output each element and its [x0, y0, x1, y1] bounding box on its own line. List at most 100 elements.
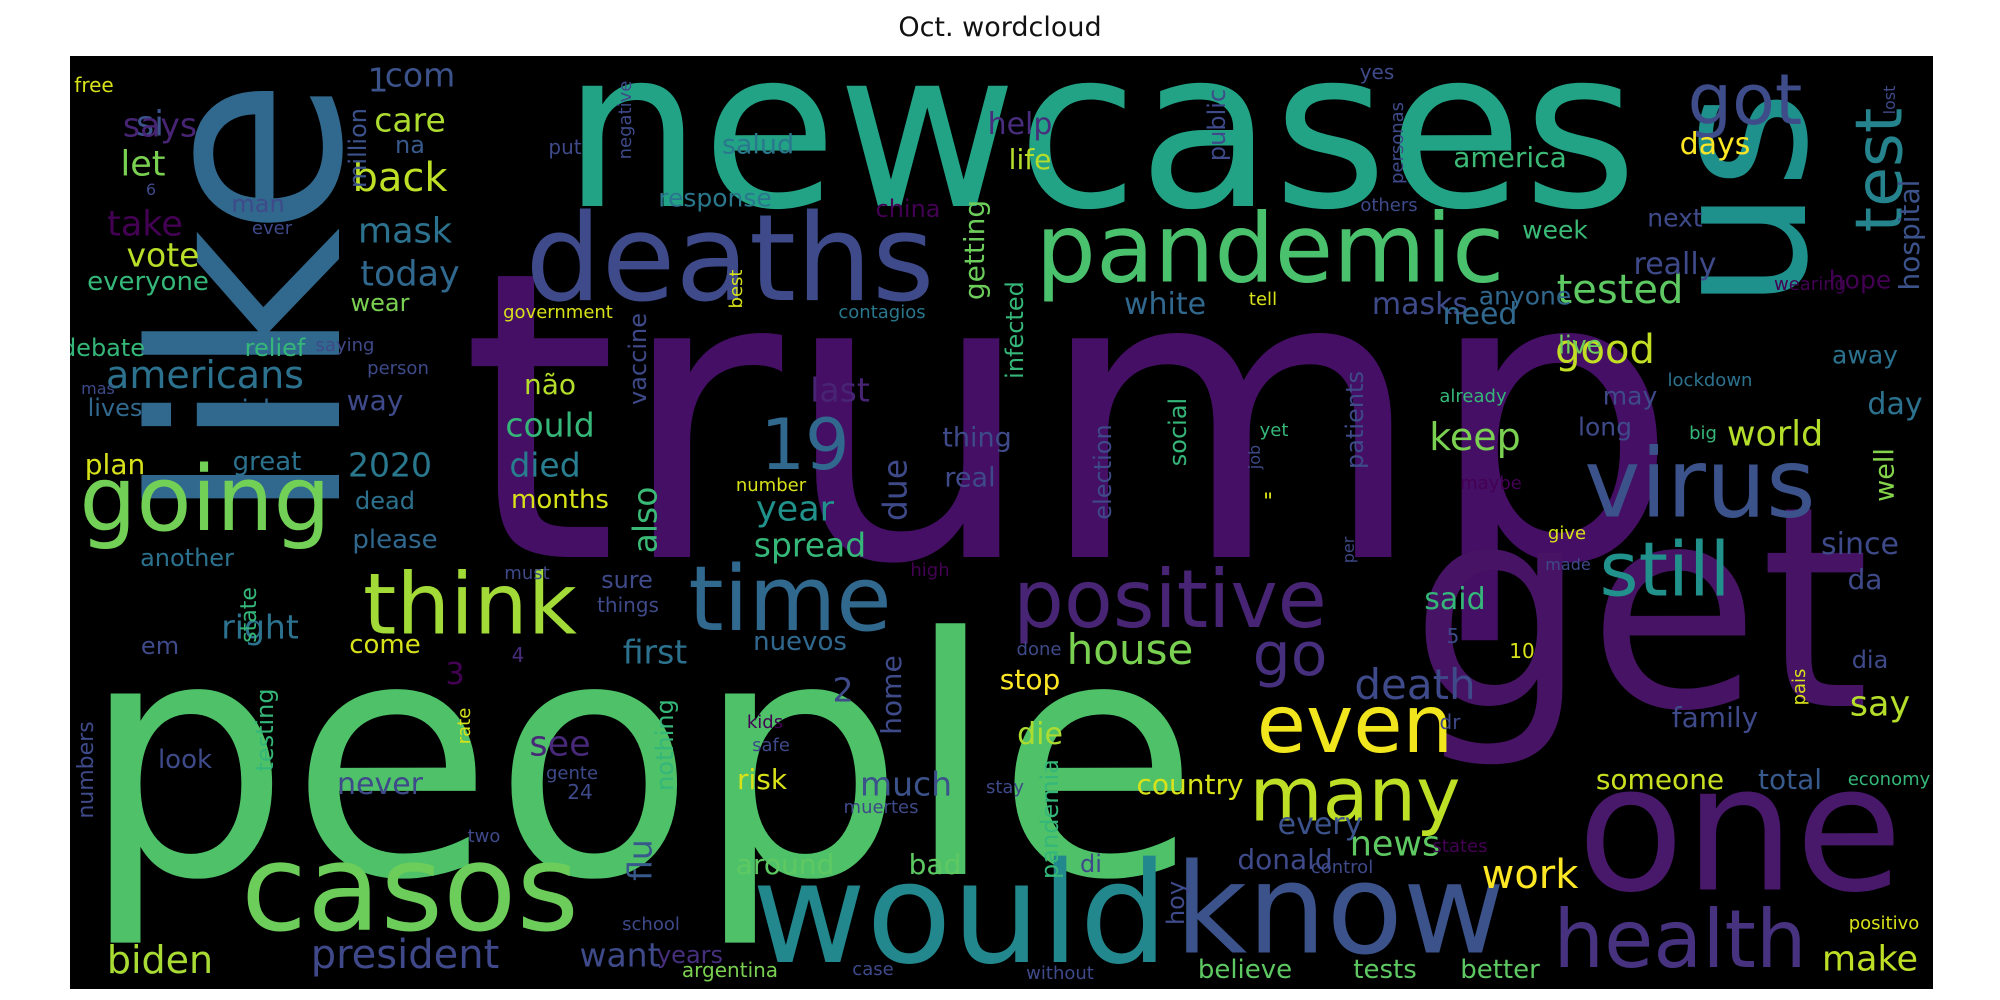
word-104: long — [1578, 412, 1632, 442]
word-28: house — [1066, 625, 1194, 674]
word-178: states — [1432, 836, 1488, 857]
word-14: going — [79, 447, 331, 552]
word-81: response — [658, 183, 772, 213]
word-21: many — [1249, 750, 1461, 839]
word-135: nothing — [651, 699, 679, 791]
word-140: 10 — [1509, 639, 1535, 663]
wordcloud-canvas: trump people newcases like get us one would deat… — [70, 56, 1933, 989]
word-93: family — [1671, 701, 1759, 734]
word-116: debate — [70, 334, 146, 362]
word-63: due — [875, 458, 915, 522]
word-99: hope — [1828, 265, 1892, 295]
word-174: pandemia — [1036, 759, 1064, 879]
word-47: com — [384, 56, 456, 95]
word-19: health — [1553, 893, 1807, 986]
word-137: 3 — [445, 657, 465, 692]
word-125: dead — [355, 487, 415, 515]
word-37: make — [1821, 939, 1919, 980]
word-53: first — [622, 632, 688, 672]
word-91: around — [735, 848, 835, 881]
word-92: bad — [908, 848, 962, 881]
word-66: masks — [1371, 287, 1469, 322]
word-166: maybe — [1460, 473, 1522, 494]
word-124: another — [140, 544, 234, 572]
word-141: 24 — [567, 780, 593, 804]
word-5: get — [1410, 447, 1870, 773]
word-89: stop — [999, 663, 1061, 696]
word-56: spread — [753, 525, 867, 565]
word-100: anyone — [1478, 281, 1572, 311]
word-30: tested — [1556, 267, 1684, 313]
word-3: newcases — [562, 56, 1638, 258]
word-41: si — [136, 104, 164, 145]
word-186: high — [910, 560, 950, 581]
word-179: dr — [1439, 710, 1461, 734]
word-17: positive — [1013, 553, 1327, 646]
word-190: gente — [545, 763, 599, 784]
word-147: china — [875, 195, 941, 223]
word-34: say — [1849, 684, 1911, 725]
word-79: america — [1453, 141, 1567, 174]
word-15: think — [363, 555, 577, 655]
word-33: good — [1555, 327, 1655, 373]
word-45: today — [360, 254, 460, 295]
word-197: without — [1026, 963, 1094, 984]
word-67: really — [1633, 247, 1717, 282]
word-26: president — [310, 932, 500, 978]
word-106: week — [1522, 215, 1588, 245]
word-180: pais — [1789, 668, 1810, 706]
word-157: mas — [81, 379, 115, 398]
word-123: please — [352, 525, 438, 555]
word-9: deaths — [525, 190, 935, 329]
figure-title: Oct. wordcloud — [898, 12, 1102, 43]
word-175: hoy — [1162, 880, 1190, 926]
word-11: know — [1174, 837, 1506, 983]
word-126: come — [349, 630, 421, 660]
word-170: yet — [1259, 420, 1289, 441]
word-29: death — [1354, 660, 1476, 709]
word-62: getting — [958, 199, 991, 301]
word-144: put — [548, 135, 582, 159]
word-148: public — [1203, 88, 1231, 162]
word-36: news — [1349, 824, 1441, 865]
word-110: não — [523, 368, 577, 401]
word-73: well — [1869, 448, 1901, 502]
word-90: risk — [736, 763, 788, 796]
word-111: way — [346, 384, 404, 417]
word-7: one — [1577, 728, 1903, 932]
word-165: big — [1689, 423, 1717, 444]
word-8: would — [751, 833, 1169, 989]
word-70: said — [1424, 582, 1486, 617]
word-155: saying — [315, 335, 375, 356]
word-69: need — [1442, 297, 1518, 332]
word-127: em — [140, 632, 180, 660]
word-42: let — [120, 144, 166, 185]
word-156: person — [367, 358, 429, 379]
word-48: 1 — [367, 60, 389, 100]
word-146: ever — [251, 218, 293, 239]
word-58: never — [336, 767, 424, 802]
word-114: sick — [227, 395, 279, 425]
word-54: 2020 — [348, 445, 432, 485]
word-192: stay — [985, 777, 1025, 798]
word-2: people — [80, 568, 1200, 952]
word-194: two — [467, 826, 501, 847]
word-57: much — [859, 764, 953, 804]
word-96: believe — [1197, 955, 1293, 985]
word-32: keep — [1429, 415, 1521, 459]
word-85: someone — [1595, 763, 1725, 796]
word-199: " — [1262, 490, 1274, 515]
word-10: pandemic — [1035, 194, 1505, 305]
word-75: since — [1821, 527, 1899, 562]
word-98: argentina — [681, 958, 779, 982]
word-153: best — [726, 269, 747, 309]
word-119: wear — [350, 289, 410, 317]
word-158: wearing — [1773, 274, 1847, 295]
word-145: negative — [615, 80, 636, 160]
word-128: look — [157, 745, 213, 775]
word-109: months — [511, 485, 609, 515]
word-49: says — [122, 105, 198, 145]
word-142: 6 — [145, 180, 157, 199]
word-159: yes — [1359, 60, 1395, 84]
word-171: patients — [1341, 371, 1369, 469]
